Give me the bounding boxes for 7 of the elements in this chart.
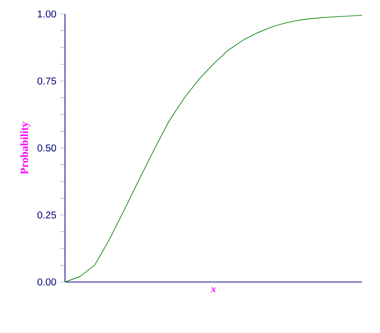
y-tick-label: 0.00 (37, 278, 56, 286)
y-axis-title: Probability (20, 122, 30, 174)
y-tick-label: 0.75 (37, 77, 56, 85)
x-axis-title: x (210, 288, 216, 292)
y-tick-label: 1.00 (38, 10, 56, 18)
y-tick-label: 0.50 (37, 144, 56, 152)
y-tick-label: 0.25 (37, 211, 56, 219)
